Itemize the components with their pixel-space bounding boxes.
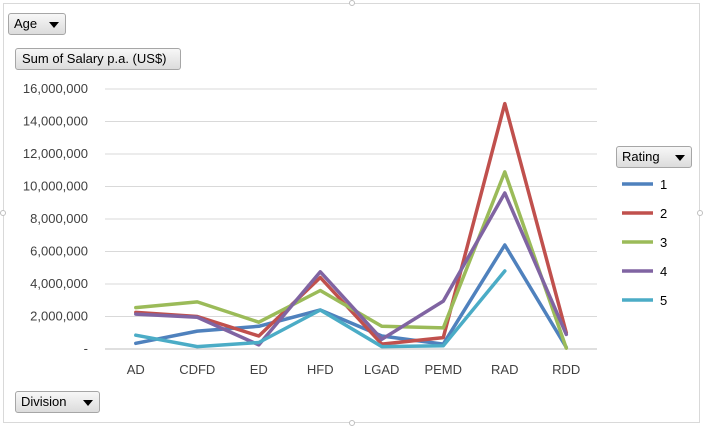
resize-handle-left[interactable] — [0, 210, 6, 216]
y-tick-label: 10,000,000 — [23, 179, 88, 194]
legend-label-5: 5 — [660, 293, 667, 308]
x-tick-label: CDFD — [179, 362, 215, 377]
x-tick-label: PEMD — [424, 362, 462, 377]
resize-handle-right[interactable] — [697, 210, 703, 216]
y-tick-label: 14,000,000 — [23, 114, 88, 129]
age-filter-label: Age — [14, 16, 38, 31]
chevron-down-icon — [83, 400, 93, 406]
legend-label-3: 3 — [660, 235, 667, 250]
y-tick-label: 4,000,000 — [30, 276, 88, 291]
chevron-down-icon — [49, 22, 59, 28]
x-axis-ticks: AD CDFD ED HFD LGAD PEMD RAD RDD — [127, 362, 581, 377]
x-tick-label: ED — [250, 362, 268, 377]
y-tick-label: 8,000,000 — [30, 211, 88, 226]
x-tick-label: LGAD — [364, 362, 399, 377]
series-lines — [134, 101, 569, 350]
chevron-down-icon — [675, 155, 685, 161]
division-axis-button[interactable]: Division — [15, 391, 100, 413]
y-tick-label: 12,000,000 — [23, 146, 88, 161]
age-filter-button[interactable]: Age — [8, 13, 66, 35]
rating-legend-label: Rating — [622, 149, 660, 164]
series-line-1 — [134, 243, 569, 350]
series-line-3 — [134, 170, 569, 350]
value-field-label: Sum of Salary p.a. (US$) — [22, 51, 167, 66]
legend-label-4: 4 — [660, 264, 667, 279]
y-tick-label: 6,000,000 — [30, 244, 88, 259]
gridlines — [105, 88, 597, 350]
value-field-button[interactable]: Sum of Salary p.a. (US$) — [15, 48, 181, 70]
rating-legend-button[interactable]: Rating — [616, 146, 692, 168]
series-line-2 — [134, 101, 569, 346]
y-tick-label: 16,000,000 — [23, 81, 88, 96]
legend-label-1: 1 — [660, 177, 667, 192]
series-line-4 — [134, 191, 569, 347]
division-axis-label: Division — [21, 394, 67, 409]
legend-label-2: 2 — [660, 206, 667, 221]
resize-handle-top[interactable] — [349, 0, 355, 6]
x-tick-label: RAD — [491, 362, 518, 377]
x-tick-label: RDD — [552, 362, 580, 377]
chart-frame — [3, 3, 700, 423]
y-tick-label: - — [84, 341, 88, 356]
y-axis-ticks: - 2,000,000 4,000,000 6,000,000 8,000,000 10,… — [23, 81, 88, 356]
x-tick-label: HFD — [307, 362, 334, 377]
series-line-5 — [134, 269, 507, 349]
legend: 1 2 3 4 5 — [622, 177, 667, 308]
x-tick-label: AD — [127, 362, 145, 377]
y-tick-label: 2,000,000 — [30, 309, 88, 324]
resize-handle-bottom[interactable] — [349, 420, 355, 426]
